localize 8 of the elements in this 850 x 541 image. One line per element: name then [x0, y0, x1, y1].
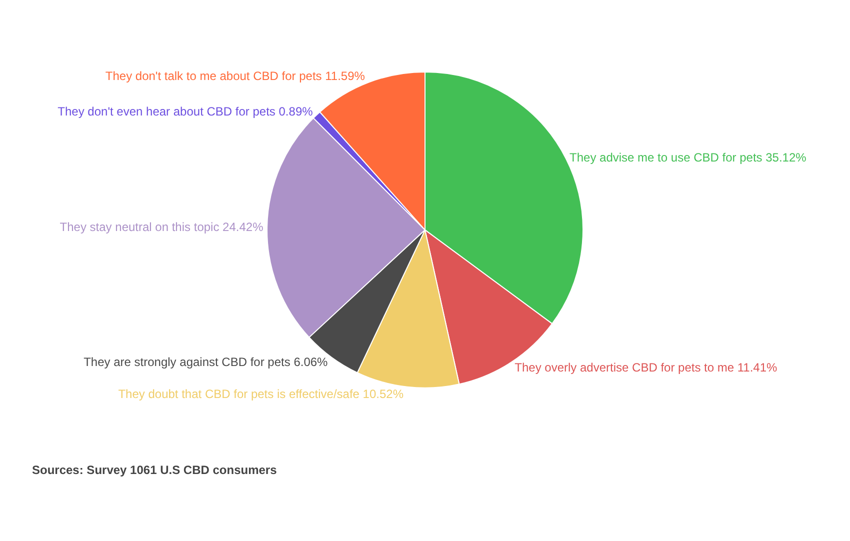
slice-label: They overly advertise CBD for pets to me 11.41% — [514, 360, 778, 374]
slice-label: They don't talk to me about CBD for pets 11.59% — [105, 69, 366, 84]
slice-label: They don't even hear about CBD for pets 0.89% — [58, 104, 314, 118]
slice-label: They advise me to use CBD for pets 35.12% — [570, 150, 807, 164]
slice-label: They are strongly against CBD for pets 6.06% — [84, 354, 328, 369]
source-note: Sources: Survey 1061 U.S CBD consumers — [32, 463, 278, 477]
slice-label: They doubt that CBD for pets is effective/safe 10.52% — [118, 386, 404, 401]
slice-label: They stay neutral on this topic 24.42% — [60, 220, 264, 234]
